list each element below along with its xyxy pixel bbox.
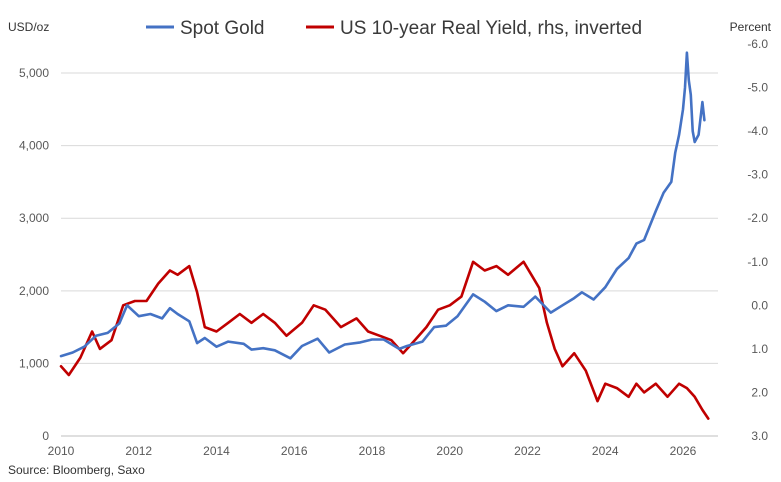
right-tick-label: 3.0 [751, 429, 768, 443]
left-axis-ticks: 0 1,000 2,000 3,000 4,000 5,000 [19, 66, 49, 443]
right-tick-label: -5.0 [747, 81, 768, 95]
right-tick-label: -4.0 [747, 124, 768, 138]
legend-label-spot-gold: Spot Gold [180, 18, 265, 39]
series-lines [59, 51, 710, 420]
x-tick-label: 2020 [436, 444, 463, 458]
series-line-real-yield [59, 260, 710, 420]
right-tick-label: -1.0 [747, 255, 768, 269]
left-tick-label: 5,000 [19, 66, 49, 80]
legend-label-real-yield: US 10-year Real Yield, rhs, inverted [340, 18, 642, 39]
right-tick-label: -3.0 [747, 168, 768, 182]
x-tick-label: 2016 [281, 444, 308, 458]
left-tick-label: 2,000 [19, 284, 49, 298]
right-tick-label: 1.0 [751, 342, 768, 356]
x-tick-label: 2012 [125, 444, 152, 458]
source-note: Source: Bloomberg, Saxo [8, 463, 145, 477]
left-tick-label: 0 [42, 429, 49, 443]
left-axis-unit: USD/oz [8, 20, 49, 34]
right-tick-label: 2.0 [751, 385, 768, 399]
x-tick-label: 2014 [203, 444, 230, 458]
x-tick-label: 2026 [670, 444, 697, 458]
right-tick-label: -6.0 [747, 37, 768, 51]
left-tick-label: 4,000 [19, 139, 49, 153]
right-tick-label: -2.0 [747, 211, 768, 225]
gridlines [61, 72, 718, 437]
series-line-spot-gold [59, 51, 706, 360]
left-tick-label: 1,000 [19, 356, 49, 370]
legend: Spot Gold US 10-year Real Yield, rhs, in… [146, 18, 642, 39]
x-tick-label: 2010 [48, 444, 75, 458]
x-tick-label: 2024 [592, 444, 619, 458]
right-tick-label: 0.0 [751, 298, 768, 312]
right-axis-unit: Percent [730, 20, 772, 34]
right-axis-ticks: -6.0 -5.0 -4.0 -3.0 -2.0 -1.0 0.0 1.0 2.0 3.0 [747, 37, 768, 443]
x-axis-ticks: 2010 2012 2014 2016 2018 2020 2022 2024 2026 [48, 444, 697, 458]
x-tick-label: 2018 [359, 444, 386, 458]
left-tick-label: 3,000 [19, 211, 49, 225]
x-tick-label: 2022 [514, 444, 541, 458]
